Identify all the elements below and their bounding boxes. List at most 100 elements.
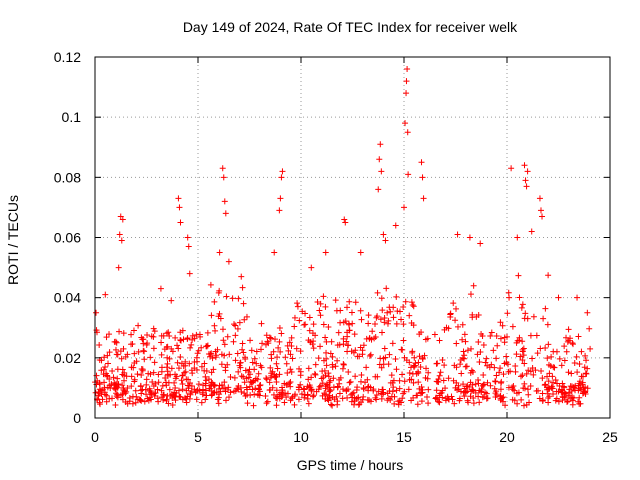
data-point-spike (380, 231, 387, 238)
data-point (133, 358, 140, 365)
data-point (112, 402, 119, 409)
data-point (530, 371, 537, 378)
data-point (400, 304, 407, 311)
data-point (400, 390, 407, 397)
data-point-spike (271, 249, 278, 256)
data-point (164, 371, 171, 378)
data-point (198, 363, 205, 370)
data-point-spike (225, 258, 232, 265)
data-point (553, 395, 560, 402)
data-point (513, 390, 520, 397)
data-point (582, 370, 589, 377)
data-point (263, 375, 270, 382)
data-point (501, 360, 508, 367)
data-point (509, 396, 516, 403)
data-point (497, 365, 504, 372)
data-point (322, 396, 329, 403)
data-point-spike (115, 264, 122, 271)
data-point (350, 349, 357, 356)
data-point (476, 399, 483, 406)
data-point (460, 348, 467, 355)
data-point (231, 321, 238, 328)
data-point (199, 391, 206, 398)
data-point (185, 385, 192, 392)
data-point-spike (377, 141, 384, 148)
data-point (287, 366, 294, 373)
data-point (332, 297, 339, 304)
data-point (337, 319, 344, 326)
data-point (123, 373, 130, 380)
data-point (243, 313, 250, 320)
data-point (496, 369, 503, 376)
data-point (396, 377, 403, 384)
data-point (453, 340, 460, 347)
data-point (250, 378, 257, 385)
data-point (323, 349, 330, 356)
data-point (464, 347, 471, 354)
data-point (158, 339, 165, 346)
data-points (92, 66, 594, 409)
data-point (542, 305, 549, 312)
data-point (399, 371, 406, 378)
data-point (266, 334, 273, 341)
data-point (568, 388, 575, 395)
data-point (448, 393, 455, 400)
data-point (533, 332, 540, 339)
y-axis-label: ROTI / TECUs (5, 195, 21, 285)
data-point (418, 389, 425, 396)
data-point (478, 331, 485, 338)
data-point (425, 400, 432, 407)
data-point (242, 355, 249, 362)
data-point (242, 367, 249, 374)
data-point (155, 379, 162, 386)
data-point (116, 328, 123, 335)
data-point-spike (168, 297, 175, 304)
data-point (170, 392, 177, 399)
data-point (497, 319, 504, 326)
data-point (104, 352, 111, 359)
data-point-spike (117, 213, 124, 220)
data-point (130, 364, 137, 371)
data-point (211, 382, 218, 389)
data-point (511, 387, 518, 394)
data-point (177, 353, 184, 360)
data-point (167, 392, 174, 399)
data-point (276, 371, 283, 378)
data-point-spike (403, 90, 410, 97)
data-point (119, 382, 126, 389)
data-point (322, 334, 329, 341)
data-point (344, 342, 351, 349)
data-point (316, 383, 323, 390)
data-point (241, 390, 248, 397)
data-point (393, 366, 400, 373)
data-point (143, 391, 150, 398)
data-point (374, 313, 381, 320)
data-point (325, 370, 332, 377)
data-point (451, 400, 458, 407)
data-point (215, 289, 222, 296)
data-point (442, 385, 449, 392)
data-point (275, 344, 282, 351)
data-point-spike (378, 168, 385, 175)
data-point (408, 376, 415, 383)
data-point (160, 391, 167, 398)
data-point (525, 391, 532, 398)
data-point (339, 365, 346, 372)
data-point (158, 351, 165, 358)
data-point (483, 395, 490, 402)
data-point (139, 386, 146, 393)
data-point (201, 360, 208, 367)
data-point (113, 380, 120, 387)
data-point (393, 320, 400, 327)
data-point (246, 383, 253, 390)
data-point (188, 341, 195, 348)
data-point (352, 299, 359, 306)
data-point (412, 360, 419, 367)
data-point (333, 307, 340, 314)
data-point (357, 307, 364, 314)
data-point (390, 384, 397, 391)
data-point (146, 385, 153, 392)
data-point (241, 379, 248, 386)
data-point (144, 331, 151, 338)
